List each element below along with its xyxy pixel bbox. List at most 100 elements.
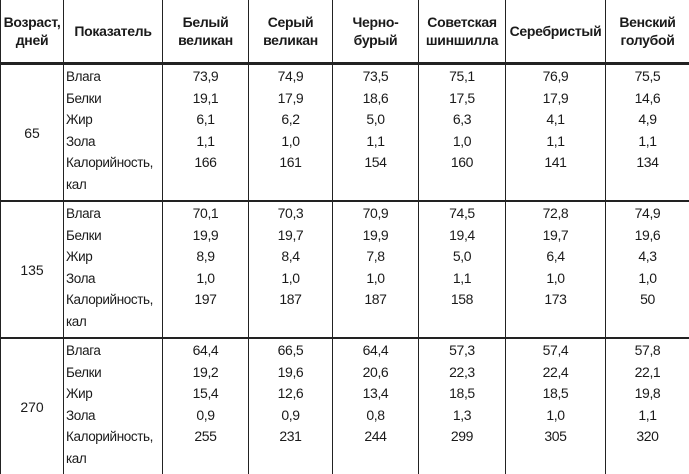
age-cell: 135 [1,201,64,338]
indicator-label: Жир [66,109,162,131]
value: 173 [506,289,605,311]
indicator-label: Зола [66,268,162,290]
value: 1,1 [333,131,418,153]
header-grey-giant: Серый великан [249,0,333,64]
value: 197 [163,289,248,311]
value: 19,8 [606,383,689,405]
value: 161 [249,152,332,174]
value: 15,4 [163,383,248,405]
indicator-label: Калорийность, [66,426,162,448]
indicator-label: кал [66,448,162,470]
value: 4,1 [506,109,605,131]
value: 141 [506,152,605,174]
value: 7,8 [333,246,418,268]
value: 1,1 [163,131,248,153]
value: 73,9 [163,66,248,88]
value: 8,9 [163,246,248,268]
age-cell: 65 [1,64,64,202]
indicator-label: кал [66,174,162,196]
value: 166 [163,152,248,174]
value: 19,7 [249,225,332,247]
indicator-label: Жир [66,246,162,268]
value: 1,1 [506,131,605,153]
value: 8,4 [249,246,332,268]
value: 160 [419,152,505,174]
indicator-label: Зола [66,405,162,427]
indicator-label: Влага [66,66,162,88]
value: 19,6 [606,225,689,247]
value: 14,6 [606,88,689,110]
header-silver: Серебристый [506,0,606,64]
value: 6,4 [506,246,605,268]
value: 0,9 [249,405,332,427]
value: 73,5 [333,66,418,88]
value: 17,9 [249,88,332,110]
value: 1,0 [333,268,418,290]
value: 154 [333,152,418,174]
indicator-label: Влага [66,203,162,225]
value: 13,4 [333,383,418,405]
indicator-label: кал [66,311,162,333]
header-age: Возраст, дней [1,0,64,64]
indicator-label: Белки [66,88,162,110]
value: 187 [249,289,332,311]
value: 18,5 [419,383,505,405]
value: 0,9 [163,405,248,427]
value: 19,9 [163,225,248,247]
indicator-label: Белки [66,225,162,247]
header-indicator: Показатель [64,0,163,64]
value: 50 [606,289,689,311]
value: 6,3 [419,109,505,131]
value: 1,1 [606,131,689,153]
value: 74,5 [419,203,505,225]
value: 19,7 [506,225,605,247]
header-vienna-blue: Венский голубой [606,0,689,64]
value: 19,9 [333,225,418,247]
value: 134 [606,152,689,174]
value: 76,9 [506,66,605,88]
value: 320 [606,426,689,448]
value: 1,0 [419,131,505,153]
value: 57,3 [419,340,505,362]
value: 75,5 [606,66,689,88]
value: 1,0 [163,268,248,290]
value: 75,1 [419,66,505,88]
header-black-brown: Черно-бурый [333,0,419,64]
value: 57,4 [506,340,605,362]
value: 5,0 [419,246,505,268]
header-white-giant: Белый великан [163,0,249,64]
value: 70,9 [333,203,418,225]
indicator-label: Калорийность, [66,289,162,311]
value: 22,1 [606,362,689,384]
value: 4,9 [606,109,689,131]
value: 19,1 [163,88,248,110]
value: 74,9 [606,203,689,225]
value: 231 [249,426,332,448]
value: 66,5 [249,340,332,362]
value: 4,3 [606,246,689,268]
value: 18,6 [333,88,418,110]
value: 70,1 [163,203,248,225]
value: 6,1 [163,109,248,131]
value: 19,4 [419,225,505,247]
value: 305 [506,426,605,448]
value: 1,0 [249,268,332,290]
